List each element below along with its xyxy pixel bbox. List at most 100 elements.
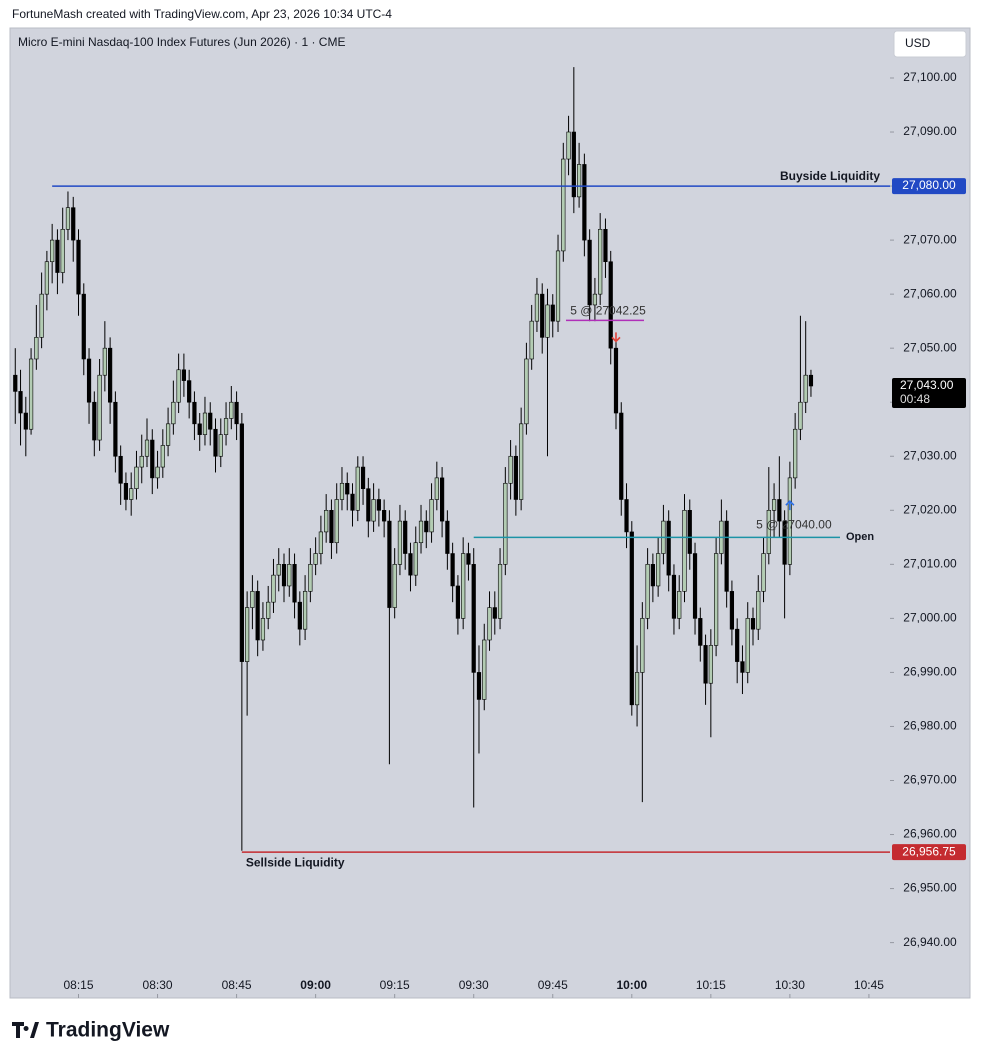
level-price: 26,956.75 bbox=[902, 844, 956, 858]
candle-body bbox=[371, 499, 376, 522]
y-tick-label: 26,960.00 bbox=[903, 827, 957, 841]
candle-body bbox=[434, 477, 439, 500]
candle-body bbox=[139, 455, 144, 468]
candle-body bbox=[403, 520, 408, 554]
candle-body bbox=[645, 564, 650, 619]
candle-body bbox=[113, 401, 118, 457]
candle-body bbox=[445, 520, 450, 554]
candle-body bbox=[23, 412, 28, 430]
candle-body bbox=[413, 542, 418, 576]
candle-body bbox=[355, 466, 360, 511]
logo-text: TradingView bbox=[46, 1019, 170, 1042]
candle-body bbox=[50, 239, 55, 263]
candle-body bbox=[555, 250, 561, 322]
candle-body bbox=[545, 304, 550, 338]
candle-body bbox=[360, 466, 366, 489]
candle-body bbox=[766, 509, 771, 554]
candle-body bbox=[34, 337, 39, 360]
candle-body bbox=[482, 639, 487, 700]
candle-body bbox=[418, 520, 424, 544]
level-price-box bbox=[892, 844, 966, 861]
candle-body bbox=[218, 434, 223, 457]
candle-body bbox=[97, 374, 102, 441]
candle-body bbox=[740, 661, 745, 673]
candle-body bbox=[703, 645, 708, 684]
candle-body bbox=[461, 553, 466, 619]
candle-body bbox=[524, 358, 529, 425]
candle-body bbox=[118, 455, 123, 484]
y-tick-label: 27,090.00 bbox=[903, 124, 957, 138]
candle-body bbox=[577, 164, 582, 198]
level-price: 27,080.00 bbox=[902, 178, 956, 192]
candle-body bbox=[223, 418, 229, 435]
candle-body bbox=[313, 553, 318, 565]
candle-body bbox=[492, 607, 497, 619]
chart-area bbox=[9, 27, 971, 999]
candle-body bbox=[176, 369, 181, 403]
candle-body bbox=[592, 293, 598, 306]
candle-body bbox=[561, 158, 566, 252]
candle-body bbox=[650, 564, 655, 587]
x-tick-label: 09:15 bbox=[380, 978, 410, 992]
candle-body bbox=[297, 601, 302, 630]
x-tick-label: 08:15 bbox=[63, 978, 93, 992]
currency-button[interactable] bbox=[893, 30, 967, 58]
candle-body bbox=[761, 553, 766, 592]
candle-body bbox=[102, 347, 107, 376]
x-tick-label: 10:15 bbox=[696, 978, 726, 992]
candle-body bbox=[424, 520, 429, 533]
candle-body bbox=[571, 131, 576, 198]
x-tick-label: 08:45 bbox=[222, 978, 252, 992]
candle-body bbox=[229, 401, 234, 419]
candle-body bbox=[598, 228, 603, 295]
countdown: 00:48 bbox=[900, 392, 930, 406]
candle-body bbox=[450, 553, 455, 587]
x-tick-label: 10:45 bbox=[854, 978, 884, 992]
candle-body bbox=[366, 488, 371, 522]
candle-body bbox=[160, 445, 165, 468]
candle-body bbox=[308, 564, 313, 592]
candle-body bbox=[266, 601, 271, 619]
candle-body bbox=[44, 261, 49, 295]
sell-arrow bbox=[611, 332, 621, 343]
currency[interactable]: USD bbox=[905, 36, 931, 50]
candle-body bbox=[540, 293, 545, 338]
candle-body bbox=[150, 439, 155, 479]
y-tick-label: 26,980.00 bbox=[903, 719, 957, 733]
candle-body bbox=[123, 482, 129, 500]
level-name: Buyside Liquidity bbox=[780, 169, 880, 183]
y-tick-label: 27,020.00 bbox=[903, 502, 957, 516]
candle-body bbox=[376, 499, 381, 511]
candle-body bbox=[634, 672, 640, 706]
candle-body bbox=[613, 347, 619, 414]
y-tick-label: 27,000.00 bbox=[903, 611, 957, 625]
buy-arrow bbox=[785, 500, 795, 511]
candle-body bbox=[608, 261, 613, 349]
candle-body bbox=[60, 228, 65, 273]
x-tick-label: 09:30 bbox=[459, 978, 489, 992]
y-tick-label: 27,050.00 bbox=[903, 340, 957, 354]
candle-body bbox=[708, 645, 713, 684]
candle-body bbox=[724, 520, 729, 592]
candle-body bbox=[86, 358, 92, 403]
candle-body bbox=[698, 618, 703, 646]
candle-body bbox=[18, 391, 23, 414]
y-tick-label: 27,060.00 bbox=[903, 286, 957, 300]
candle-body bbox=[534, 293, 540, 322]
candle-body bbox=[787, 477, 792, 565]
candle-body bbox=[782, 520, 787, 565]
candle-body bbox=[324, 509, 329, 533]
candle-body bbox=[245, 607, 250, 662]
candle-body bbox=[735, 628, 740, 662]
candle-body bbox=[714, 553, 719, 646]
candle-body bbox=[155, 466, 160, 479]
y-tick-label: 26,940.00 bbox=[903, 935, 957, 949]
candle-body bbox=[471, 564, 476, 673]
candle-body bbox=[777, 499, 782, 522]
level-price-box bbox=[892, 178, 966, 195]
candle-body bbox=[81, 293, 86, 360]
candle-body bbox=[656, 553, 661, 587]
candle-body bbox=[587, 239, 592, 306]
